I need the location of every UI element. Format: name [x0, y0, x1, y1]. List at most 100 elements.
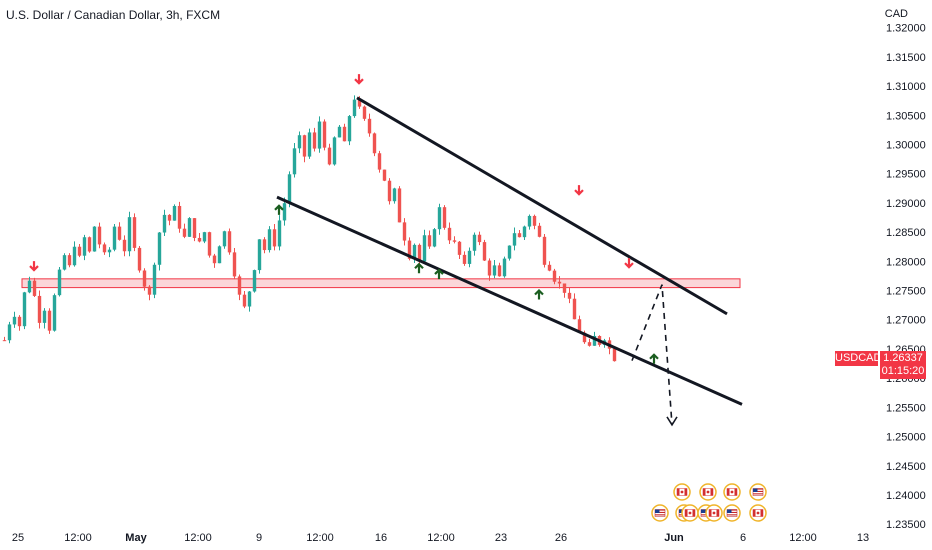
- candle-body: [362, 106, 367, 119]
- candle-body: [392, 188, 397, 202]
- candle-body: [477, 234, 482, 243]
- flag-canton: [701, 509, 706, 513]
- y-tick-label: 1.23500: [886, 519, 926, 531]
- candle-body: [482, 242, 487, 261]
- flag-stripe: [753, 488, 763, 490]
- candle-body: [297, 135, 302, 149]
- flag-leaf: [730, 490, 734, 494]
- candle-body: [492, 265, 497, 276]
- candle-body: [522, 226, 527, 238]
- candle-body: [497, 265, 502, 277]
- x-tick-label: 12:00: [184, 532, 212, 544]
- candle-body: [562, 283, 567, 293]
- x-axis: 25 12:00 May 12:00 9 12:00 16 12:00 23 26 Jun 6 12:0…: [12, 532, 869, 544]
- canada-flag-icon: [681, 504, 699, 522]
- flag-leaf: [712, 511, 716, 515]
- candle-body: [437, 207, 442, 230]
- candle-body: [82, 237, 87, 256]
- events-layer: [651, 483, 767, 522]
- candle-body: [127, 217, 132, 252]
- x-tick-label: 13: [857, 532, 869, 544]
- x-tick-label: 16: [375, 532, 387, 544]
- flag-stripe: [753, 493, 763, 495]
- candle-body: [7, 324, 12, 341]
- candles-layer: [2, 95, 617, 362]
- candle-body: [587, 342, 592, 346]
- candle-body: [12, 316, 17, 325]
- x-tick-label: 12:00: [306, 532, 334, 544]
- candle-body: [377, 153, 382, 170]
- canada-flag-icon: [749, 504, 767, 522]
- candle-body: [422, 235, 427, 262]
- flag-stripe: [753, 490, 763, 492]
- x-tick-label: 23: [495, 532, 507, 544]
- flag-bar-right: [692, 509, 695, 517]
- candle-body: [182, 228, 187, 237]
- candle-body: [42, 310, 47, 323]
- flag-bar-left: [727, 488, 730, 496]
- candle-body: [347, 116, 352, 142]
- flag-bar-left: [709, 509, 712, 517]
- candle-body: [577, 319, 582, 333]
- candle-body: [467, 250, 472, 264]
- candle-body: [397, 188, 402, 223]
- flag-canton: [727, 509, 732, 513]
- candle-body: [352, 99, 357, 117]
- flag-bar-right: [710, 488, 713, 496]
- flag-bar-right: [684, 488, 687, 496]
- candle-body: [332, 137, 337, 165]
- candle-body: [537, 225, 542, 237]
- price-badge-countdown: 01:15:20: [881, 365, 925, 377]
- support-zone: [21, 278, 741, 289]
- x-tick-label: 26: [555, 532, 567, 544]
- candle-body: [507, 245, 512, 259]
- arrow-up-icon: [274, 204, 284, 215]
- flag-stripe: [727, 514, 737, 516]
- upper-channel-line: [356, 96, 728, 316]
- arrow-down-icon: [574, 185, 584, 196]
- candle-body: [442, 207, 447, 228]
- candle-body: [567, 292, 572, 299]
- flag-bar-left: [753, 509, 756, 517]
- arrow-down-icon: [29, 261, 39, 272]
- candle-body: [412, 244, 417, 259]
- canada-flag-icon: [699, 483, 717, 501]
- candle-body: [387, 180, 392, 202]
- candle-body: [257, 239, 262, 271]
- candle-body: [47, 310, 52, 331]
- candle-body: [487, 260, 492, 276]
- x-tick-label: 9: [256, 532, 262, 544]
- projection-arrowhead: [666, 416, 678, 427]
- candle-body: [27, 280, 32, 293]
- flag-leaf: [688, 511, 692, 515]
- flag-bar-left: [685, 509, 688, 517]
- currency-label: CAD: [884, 8, 908, 20]
- candle-body: [282, 203, 287, 221]
- y-tick-label: 1.31500: [886, 52, 926, 64]
- candle-body: [592, 335, 597, 346]
- candle-body: [102, 244, 107, 253]
- y-tick-label: 1.29000: [886, 198, 926, 210]
- candle-body: [157, 232, 162, 265]
- candle-body: [202, 232, 207, 242]
- candle-body: [72, 246, 77, 266]
- candle-body: [52, 295, 57, 331]
- flag-canton: [679, 509, 684, 513]
- candle-body: [272, 229, 277, 247]
- candle-body: [287, 174, 292, 204]
- flag-bar-left: [703, 488, 706, 496]
- flag-stripe: [655, 511, 665, 513]
- candle-body: [532, 215, 537, 226]
- x-tick-label: 6: [740, 532, 746, 544]
- y-tick-label: 1.31000: [886, 81, 926, 93]
- candle-body: [207, 232, 212, 256]
- candle-body: [252, 270, 257, 292]
- candle-body: [227, 231, 232, 253]
- flag-bar-left: [677, 488, 680, 496]
- candle-body: [407, 240, 412, 259]
- arrow-up-icon: [434, 268, 444, 280]
- candle-body: [312, 132, 317, 149]
- candle-body: [542, 236, 547, 265]
- candle-body: [342, 126, 347, 142]
